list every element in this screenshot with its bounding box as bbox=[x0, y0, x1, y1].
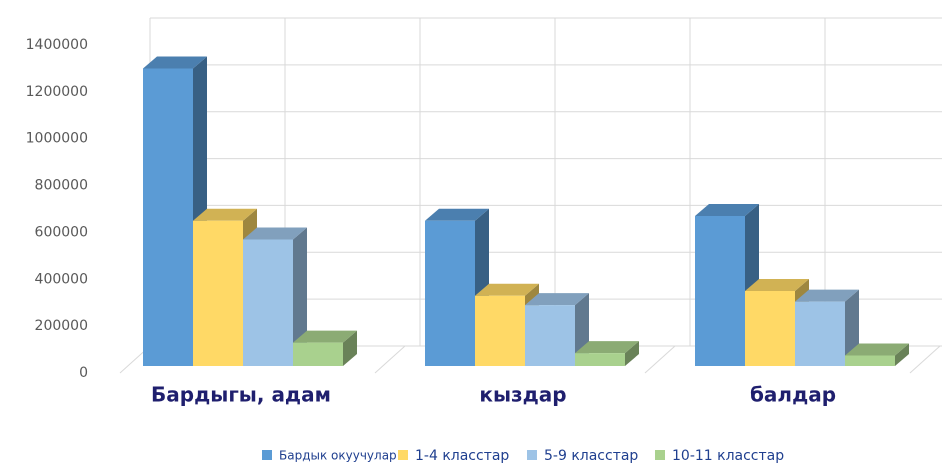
legend-swatch bbox=[655, 450, 665, 460]
bar-front bbox=[193, 220, 243, 366]
bar-front bbox=[425, 220, 475, 366]
y-tick-label: 200000 bbox=[35, 318, 88, 334]
y-tick-label: 600000 bbox=[35, 224, 88, 240]
bar-top bbox=[293, 330, 357, 343]
bar bbox=[525, 293, 589, 366]
legend-label: Бардык окуучулар bbox=[279, 449, 397, 463]
bar-top bbox=[695, 204, 759, 217]
y-tick-label: 1200000 bbox=[26, 84, 88, 100]
bar-front bbox=[795, 301, 845, 366]
floor-line bbox=[909, 345, 941, 374]
legend-swatch bbox=[262, 450, 272, 460]
bar-top bbox=[425, 208, 489, 221]
legend-label: 1-4 класстар bbox=[415, 448, 509, 464]
y-tick-label: 0 bbox=[79, 365, 88, 381]
bar-front bbox=[695, 216, 745, 366]
x-tick-label: балдар bbox=[750, 383, 836, 407]
bar-front bbox=[293, 342, 343, 366]
legend-label: 5-9 класстар bbox=[544, 448, 638, 464]
y-tick-label: 800000 bbox=[35, 178, 88, 194]
bar-top bbox=[475, 283, 539, 296]
bar-side bbox=[895, 343, 909, 366]
y-tick-label: 400000 bbox=[35, 271, 88, 287]
bar-top bbox=[525, 293, 589, 306]
x-tick-label: Бардыгы, адам bbox=[151, 383, 331, 407]
bar-front bbox=[475, 295, 525, 366]
bar-front bbox=[745, 291, 795, 366]
bar bbox=[243, 227, 307, 366]
bar-side bbox=[625, 341, 639, 366]
x-tick-label: кыздар bbox=[479, 383, 566, 407]
bar bbox=[575, 341, 639, 366]
bar-top bbox=[143, 56, 207, 69]
bar-top bbox=[845, 343, 909, 356]
legend-swatch bbox=[398, 450, 408, 460]
bar-front bbox=[143, 68, 193, 366]
legend-label: 10-11 класстар bbox=[672, 448, 784, 464]
floor-line bbox=[374, 345, 406, 374]
y-tick-label: 1000000 bbox=[26, 131, 88, 147]
bar bbox=[293, 330, 357, 366]
bar-front bbox=[845, 355, 895, 366]
legend-swatch bbox=[527, 450, 537, 460]
bar-front bbox=[243, 239, 293, 366]
bar-side bbox=[293, 227, 307, 366]
bar-front bbox=[575, 353, 625, 366]
bar-side bbox=[343, 330, 357, 366]
bar-top bbox=[193, 208, 257, 221]
bar-front bbox=[525, 305, 575, 366]
bar-top bbox=[243, 227, 307, 240]
bar-top bbox=[795, 289, 859, 302]
bar-top bbox=[575, 341, 639, 354]
bar bbox=[845, 343, 909, 366]
bar-top bbox=[745, 279, 809, 292]
y-tick-label: 1400000 bbox=[26, 37, 88, 53]
floor-line bbox=[644, 345, 676, 374]
